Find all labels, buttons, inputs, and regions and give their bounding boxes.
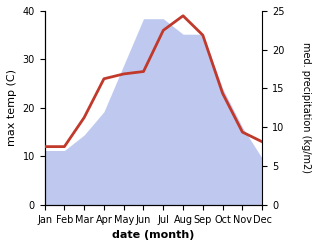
X-axis label: date (month): date (month) [112, 230, 195, 240]
Y-axis label: med. precipitation (kg/m2): med. precipitation (kg/m2) [301, 42, 311, 173]
Y-axis label: max temp (C): max temp (C) [7, 69, 17, 146]
